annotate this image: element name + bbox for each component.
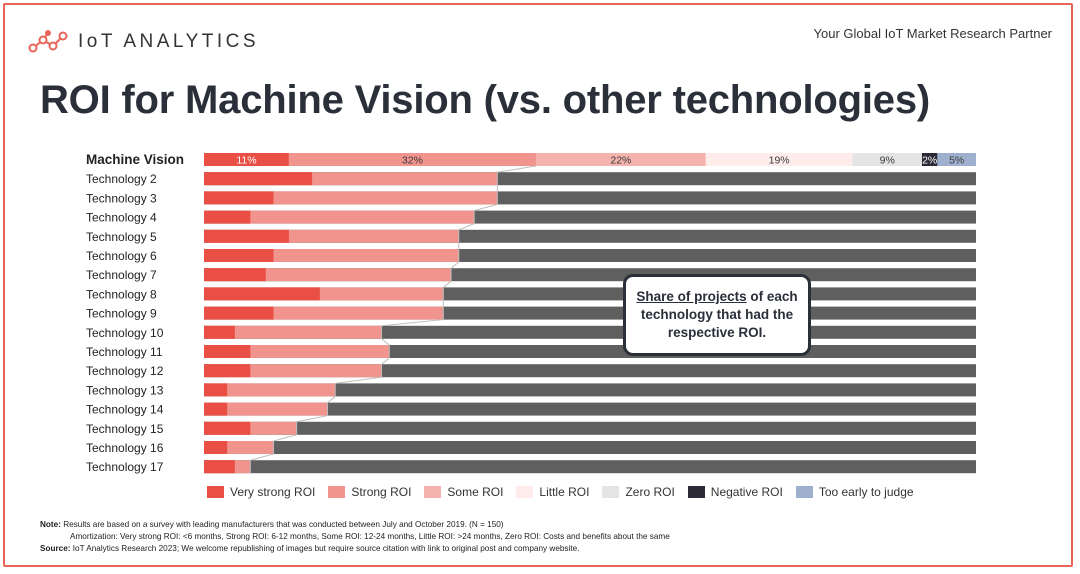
callout-box: Share of projects of each technology tha… bbox=[623, 274, 811, 356]
chart-legend: Very strong ROI Strong ROI Some ROI Little … bbox=[207, 485, 927, 499]
legend-label: Some ROI bbox=[447, 485, 504, 499]
bar-segment-other bbox=[204, 421, 976, 435]
bar-segment-strong-some bbox=[204, 325, 382, 339]
bar-segment-strong-some bbox=[204, 191, 498, 205]
bar-segment-other bbox=[204, 402, 976, 416]
data-label: 9% bbox=[880, 155, 895, 167]
bar-segment-machine-vision-strong bbox=[288, 153, 536, 166]
legend-item-some: Some ROI bbox=[424, 485, 503, 499]
category-label: Technology 6 bbox=[86, 249, 157, 263]
legend-swatch bbox=[516, 486, 534, 498]
logo-text: IoT ANALYTICS bbox=[78, 31, 260, 52]
legend-label: Negative ROI bbox=[710, 485, 783, 499]
bar-segment-very-strong bbox=[204, 172, 313, 186]
data-label: 32% bbox=[402, 155, 423, 167]
source-label: Source: bbox=[40, 544, 71, 553]
data-label: 19% bbox=[769, 155, 790, 167]
bar-segment-very-strong bbox=[204, 421, 251, 435]
data-label: 11% bbox=[236, 155, 256, 167]
bar-segment-machine-vision-negative bbox=[921, 153, 938, 166]
category-label: Technology 13 bbox=[86, 383, 164, 397]
bar-segment-strong-some bbox=[204, 210, 475, 224]
bar-segment-very-strong bbox=[204, 460, 235, 474]
legend-label: Very strong ROI bbox=[230, 485, 316, 499]
bar-segment-other bbox=[204, 441, 976, 454]
legend-item-little: Little ROI bbox=[516, 485, 589, 499]
bar-segment-very-strong bbox=[204, 325, 235, 339]
bar-segment-machine-vision-very-strong bbox=[204, 153, 289, 166]
data-label: 2% bbox=[922, 155, 937, 167]
legend-item-too-early: Too early to judge bbox=[795, 485, 914, 499]
legend-label: Zero ROI bbox=[625, 485, 675, 499]
bar-segment-very-strong bbox=[204, 402, 228, 416]
legend-swatch bbox=[795, 486, 813, 498]
legend-swatch bbox=[328, 486, 346, 498]
legend-swatch bbox=[602, 486, 620, 498]
category-label: Technology 3 bbox=[86, 191, 157, 205]
bar-segment-very-strong bbox=[204, 364, 251, 378]
category-label: Technology 12 bbox=[86, 364, 164, 378]
bar-segment-very-strong bbox=[204, 383, 228, 397]
category-label: Technology 17 bbox=[86, 460, 164, 474]
legend-item-negative: Negative ROI bbox=[687, 485, 783, 499]
bar-segment-very-strong bbox=[204, 229, 289, 243]
legend-swatch bbox=[687, 486, 705, 498]
category-label: Technology 11 bbox=[86, 345, 163, 359]
bar-segment-strong-some bbox=[204, 383, 336, 397]
category-label: Technology 2 bbox=[86, 172, 157, 186]
data-label: 5% bbox=[949, 155, 964, 167]
legend-label: Strong ROI bbox=[351, 485, 412, 499]
callout-underlined: Share of projects bbox=[636, 289, 747, 304]
bar-segment-very-strong bbox=[204, 249, 274, 262]
bar-segment-machine-vision-too-early bbox=[937, 153, 976, 166]
network-nodes-icon bbox=[28, 30, 68, 53]
category-label: Machine Vision bbox=[86, 152, 184, 167]
category-label: Technology 15 bbox=[86, 422, 164, 436]
bar-segment-very-strong bbox=[204, 306, 274, 320]
note-text: Results are based on a survey with leadi… bbox=[63, 520, 504, 529]
data-label: 22% bbox=[610, 155, 631, 167]
legend-item-strong: Strong ROI bbox=[328, 485, 411, 499]
legend-swatch bbox=[424, 486, 442, 498]
bar-segment-very-strong bbox=[204, 441, 228, 454]
iot-analytics-logo: IoT ANALYTICS bbox=[28, 30, 259, 54]
legend-label: Too early to judge bbox=[818, 485, 914, 499]
legend-swatch bbox=[207, 486, 224, 498]
category-label: Technology 14 bbox=[86, 403, 164, 417]
legend-label: Little ROI bbox=[539, 485, 590, 499]
callout-text: of each technology that had the respecti… bbox=[640, 289, 798, 340]
amortization-text: Amortization: Very strong ROI: <6 months… bbox=[70, 532, 670, 541]
footnotes: Note: Results are based on a survey with… bbox=[40, 519, 670, 555]
category-label: Technology 5 bbox=[86, 230, 157, 244]
tagline: Your Global IoT Market Research Partner bbox=[813, 26, 1052, 41]
bar-segment-other bbox=[204, 383, 976, 397]
bar-segment-very-strong bbox=[204, 287, 320, 301]
bar-segment-very-strong bbox=[204, 210, 251, 224]
source-text: IoT Analytics Research 2023; We welcome … bbox=[72, 544, 580, 553]
note-label: Note: bbox=[40, 520, 61, 529]
category-label: Technology 4 bbox=[86, 211, 157, 225]
bar-segment-strong-some bbox=[204, 402, 328, 416]
legend-item-very-strong: Very strong ROI bbox=[207, 485, 315, 499]
bar-segment-very-strong bbox=[204, 191, 274, 205]
category-label: Technology 9 bbox=[86, 307, 157, 321]
bar-segment-machine-vision-little bbox=[705, 153, 853, 166]
legend-item-zero: Zero ROI bbox=[602, 485, 675, 499]
category-label: Technology 10 bbox=[86, 326, 164, 340]
bar-segment-other bbox=[204, 364, 976, 378]
bar-segment-very-strong bbox=[204, 268, 266, 282]
connector-line bbox=[249, 165, 537, 474]
bar-segment-very-strong bbox=[204, 345, 251, 358]
page-title: ROI for Machine Vision (vs. other techno… bbox=[40, 78, 930, 122]
bar-segment-machine-vision-some bbox=[535, 153, 706, 166]
category-label: Technology 16 bbox=[86, 441, 164, 455]
category-label: Technology 8 bbox=[86, 287, 157, 301]
category-label: Technology 7 bbox=[86, 268, 157, 282]
bar-segment-other bbox=[204, 460, 976, 474]
bar-segment-machine-vision-zero bbox=[852, 153, 922, 166]
